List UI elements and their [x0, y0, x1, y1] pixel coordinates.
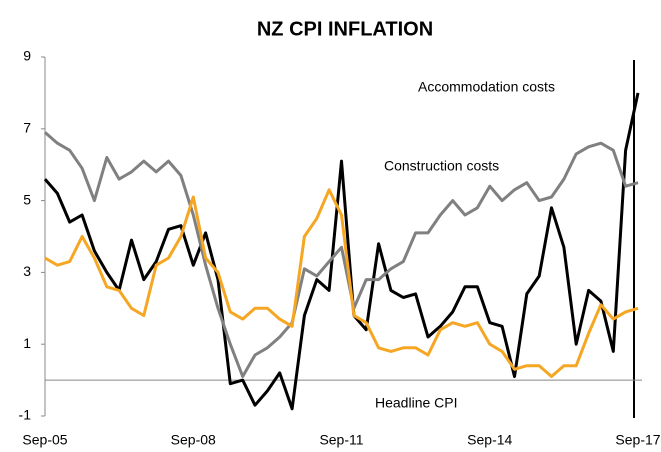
series-label: Headline CPI	[375, 395, 458, 411]
x-tick-label: Sep-17	[615, 432, 660, 448]
x-tick-label: Sep-14	[467, 432, 512, 448]
series-label: Construction costs	[384, 158, 499, 174]
x-tick-label: Sep-11	[319, 432, 363, 448]
y-tick-label: -1	[19, 407, 32, 423]
series-line	[43, 92, 640, 411]
y-tick-label: 3	[23, 263, 31, 279]
chart-title: NZ CPI INFLATION	[257, 18, 433, 40]
x-tick-label: Sep-08	[171, 432, 216, 448]
x-tick-label: Sep-05	[22, 432, 67, 448]
y-tick-label: 7	[23, 120, 31, 136]
y-tick-label: 5	[23, 191, 31, 207]
y-tick-label: 1	[23, 335, 31, 351]
series-line	[44, 131, 639, 378]
y-tick-label: 9	[23, 48, 31, 64]
series-label: Accommodation costs	[418, 79, 555, 95]
series-line	[44, 188, 639, 378]
